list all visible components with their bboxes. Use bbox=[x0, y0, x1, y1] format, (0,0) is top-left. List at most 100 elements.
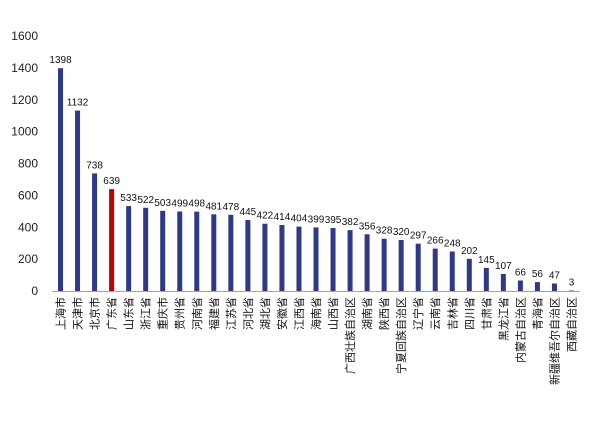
data-label: 481 bbox=[205, 201, 222, 212]
category-label: 浙江省 bbox=[140, 297, 153, 330]
y-tick-label: 1600 bbox=[11, 29, 38, 43]
category-label: 河南省 bbox=[191, 297, 204, 330]
data-label: 498 bbox=[188, 199, 205, 210]
y-axis-ticks: 0 200 400 600 800 1000 1200 1400 1600 bbox=[11, 29, 38, 298]
data-label: 445 bbox=[240, 207, 257, 218]
y-tick-label: 0 bbox=[31, 284, 38, 298]
y-tick-label: 1400 bbox=[11, 61, 38, 75]
bar bbox=[364, 234, 370, 291]
bar bbox=[381, 238, 387, 291]
category-label: 天津市 bbox=[71, 297, 85, 330]
data-label: 320 bbox=[393, 227, 410, 238]
data-label: 503 bbox=[154, 198, 171, 209]
data-label: 47 bbox=[549, 271, 561, 282]
bar bbox=[279, 225, 285, 291]
bar bbox=[160, 210, 166, 291]
data-label: 382 bbox=[342, 217, 359, 228]
category-label: 陕西省 bbox=[377, 297, 391, 330]
data-label: 3 bbox=[569, 278, 575, 289]
data-label: 356 bbox=[359, 221, 376, 232]
bar bbox=[211, 214, 217, 291]
category-label: 云南省 bbox=[429, 297, 442, 330]
data-label: 478 bbox=[222, 202, 239, 213]
category-label: 青海省 bbox=[530, 297, 544, 330]
category-label: 广西壮族自治区 bbox=[343, 297, 357, 374]
bar bbox=[194, 211, 200, 291]
data-label: 404 bbox=[291, 214, 308, 225]
data-label: 56 bbox=[532, 269, 544, 280]
bar bbox=[432, 248, 438, 291]
data-label: 1132 bbox=[67, 98, 89, 109]
category-label: 海南省 bbox=[309, 297, 323, 330]
bar bbox=[466, 258, 472, 291]
category-label: 江苏省 bbox=[225, 297, 238, 330]
data-label: 1398 bbox=[49, 55, 72, 66]
bars bbox=[58, 68, 574, 292]
data-label: 639 bbox=[103, 176, 120, 187]
category-label: 山西省 bbox=[327, 297, 340, 330]
bar bbox=[296, 226, 302, 291]
data-label: 248 bbox=[444, 238, 461, 249]
category-label: 湖南省 bbox=[361, 297, 374, 330]
data-label: 414 bbox=[274, 212, 291, 223]
bar bbox=[398, 240, 404, 291]
bar bbox=[330, 228, 336, 291]
category-labels: 上海市 天津市 北京市 广东省 山东省 浙江省 重庆市 贵州省 河南省 福建省 江苏省 河北省 湖北省安… bbox=[54, 297, 579, 385]
bar bbox=[109, 189, 115, 291]
category-label: 甘肃省 bbox=[480, 297, 493, 330]
bar bbox=[177, 211, 183, 291]
data-label: 399 bbox=[308, 214, 325, 225]
data-label: 522 bbox=[137, 195, 154, 206]
bar bbox=[449, 251, 455, 291]
data-label: 533 bbox=[120, 193, 137, 204]
data-label: 66 bbox=[515, 267, 527, 278]
category-label: 湖北省 bbox=[259, 297, 272, 330]
category-label: 内蒙古自治区 bbox=[513, 297, 527, 363]
bar bbox=[483, 267, 489, 291]
category-label: 河北省 bbox=[242, 297, 255, 330]
bar bbox=[551, 283, 557, 291]
category-label: 广东省 bbox=[106, 297, 119, 330]
data-label: 297 bbox=[410, 231, 427, 242]
category-label: 北京市 bbox=[88, 297, 102, 330]
category-label: 西藏自治区 bbox=[564, 297, 578, 352]
category-label: 贵州省 bbox=[174, 297, 187, 330]
y-tick-label: 800 bbox=[18, 157, 38, 171]
data-label: 328 bbox=[376, 226, 393, 237]
data-label: 395 bbox=[325, 215, 342, 226]
category-label: 重庆市 bbox=[156, 297, 170, 330]
category-label: 福建省 bbox=[207, 297, 221, 330]
category-label: 辽宁省 bbox=[411, 297, 425, 330]
category-label: 江西省 bbox=[293, 297, 306, 330]
data-label: 738 bbox=[86, 160, 103, 171]
category-label: 山东省 bbox=[123, 297, 136, 330]
category-label: 宁夏回族自治区 bbox=[394, 297, 408, 374]
data-label: 266 bbox=[427, 236, 444, 247]
bar bbox=[92, 173, 98, 291]
bar bbox=[568, 290, 574, 292]
bar bbox=[245, 220, 251, 291]
bar bbox=[75, 110, 81, 292]
bar bbox=[347, 230, 353, 291]
category-label: 上海市 bbox=[54, 297, 68, 330]
category-label: 吉林省 bbox=[445, 297, 459, 330]
category-label: 安徽省 bbox=[275, 297, 289, 330]
y-tick-label: 200 bbox=[18, 252, 38, 266]
bar bbox=[517, 280, 523, 291]
category-label: 新疆维吾尔自治区 bbox=[547, 297, 561, 385]
bar bbox=[143, 207, 149, 291]
data-label: 107 bbox=[495, 261, 512, 272]
bar bbox=[534, 282, 540, 291]
bar bbox=[58, 68, 64, 291]
data-label: 145 bbox=[478, 255, 495, 266]
category-label: 黑龙江省 bbox=[497, 297, 510, 341]
category-label: 四川省 bbox=[463, 297, 476, 330]
bar bbox=[415, 243, 421, 291]
data-label: 499 bbox=[171, 198, 188, 209]
bar bbox=[313, 227, 319, 291]
bar bbox=[262, 223, 268, 291]
y-tick-label: 600 bbox=[18, 188, 38, 202]
y-tick-label: 1200 bbox=[11, 93, 38, 107]
